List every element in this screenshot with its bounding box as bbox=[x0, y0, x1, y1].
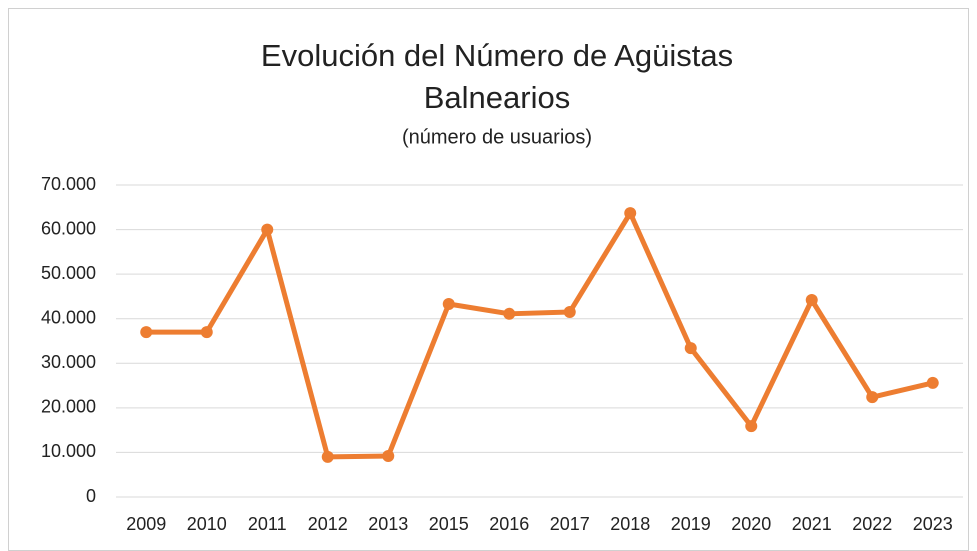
y-tick-label: 30.000 bbox=[41, 352, 96, 372]
y-tick-label: 0 bbox=[86, 486, 96, 506]
y-tick-label: 60.000 bbox=[41, 218, 96, 238]
x-tick-label: 2015 bbox=[429, 514, 469, 534]
line-marker bbox=[684, 342, 697, 355]
x-tick-label: 2013 bbox=[368, 514, 408, 534]
line-marker bbox=[745, 420, 758, 433]
line-marker bbox=[926, 376, 939, 389]
line-marker bbox=[321, 450, 334, 463]
y-tick-label: 20.000 bbox=[41, 397, 96, 417]
y-tick-label: 40.000 bbox=[41, 307, 96, 327]
line-marker bbox=[140, 326, 153, 339]
line-series bbox=[146, 210, 934, 460]
line-marker bbox=[442, 298, 455, 311]
x-tick-label: 2010 bbox=[187, 514, 227, 534]
line-marker bbox=[866, 391, 879, 404]
x-tick-label: 2017 bbox=[550, 514, 590, 534]
y-tick-label: 50.000 bbox=[41, 263, 96, 283]
y-tick-label: 70.000 bbox=[41, 174, 96, 194]
chart-subtitle: (número de usuarios) bbox=[402, 126, 592, 148]
x-tick-label: 2022 bbox=[852, 514, 892, 534]
chart-title: Balnearios bbox=[424, 80, 570, 115]
x-tick-label: 2009 bbox=[126, 514, 166, 534]
line-marker bbox=[805, 293, 818, 306]
x-tick-label: 2018 bbox=[610, 514, 650, 534]
line-marker bbox=[624, 207, 637, 220]
x-tick-label: 2021 bbox=[792, 514, 832, 534]
x-tick-label: 2020 bbox=[731, 514, 771, 534]
y-tick-label: 10.000 bbox=[41, 441, 96, 461]
x-tick-label: 2016 bbox=[489, 514, 529, 534]
line-marker bbox=[503, 307, 516, 320]
x-tick-label: 2011 bbox=[248, 514, 287, 534]
x-tick-label: 2012 bbox=[308, 514, 348, 534]
line-marker bbox=[200, 326, 213, 339]
line-marker bbox=[261, 223, 274, 236]
chart-border bbox=[8, 8, 969, 551]
line-marker bbox=[563, 306, 576, 319]
x-tick-label: 2023 bbox=[913, 514, 953, 534]
line-marker bbox=[382, 449, 395, 462]
x-tick-label: 2019 bbox=[671, 514, 711, 534]
chart-title: Evolución del Número de Agüistas bbox=[261, 38, 733, 73]
